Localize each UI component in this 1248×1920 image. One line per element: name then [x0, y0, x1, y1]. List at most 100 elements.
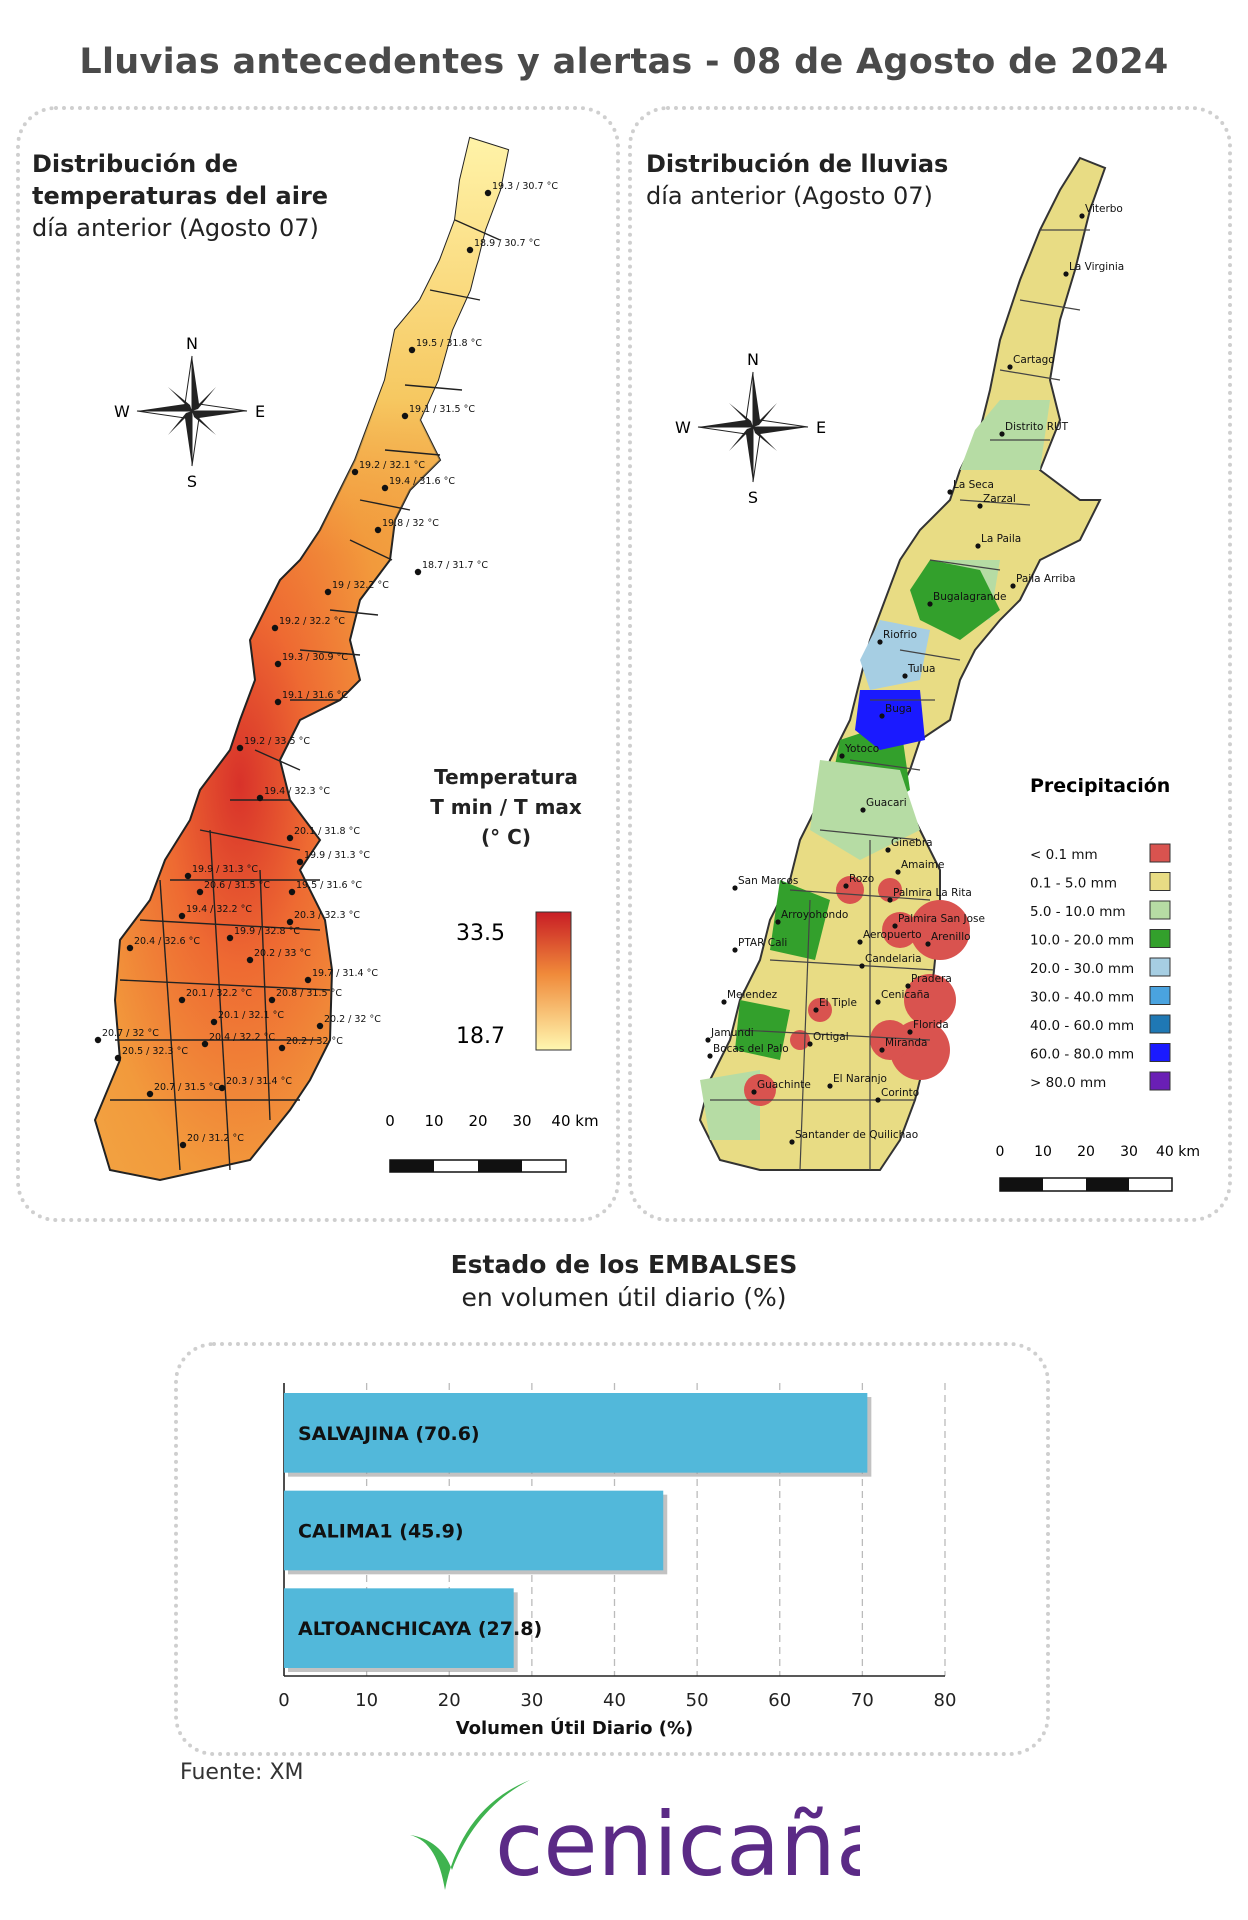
temperature-station-label: 19.9 / 31.3 °C	[304, 850, 370, 861]
rain-station-dot	[902, 673, 908, 679]
rain-station-label: San Marcos	[738, 875, 798, 887]
reservoir-chart-panel	[174, 1342, 1050, 1756]
temperature-station-label: 19.1 / 31.5 °C	[409, 404, 475, 415]
rain-station-label: Santander de Quilichao	[795, 1129, 918, 1141]
x-tick-label: 10	[355, 1690, 378, 1711]
temperature-legend-min: 18.7	[456, 1024, 505, 1049]
compass-s-label: S	[187, 472, 197, 491]
rain-station-label: La Paila	[981, 533, 1021, 545]
rain-station-label: Tulua	[907, 663, 935, 675]
rain-station-dot	[905, 983, 911, 989]
rain-station-label: Paila Arriba	[1016, 573, 1076, 585]
rain-legend-label: 10.0 - 20.0 mm	[1030, 933, 1134, 949]
rain-station-dot	[707, 1053, 713, 1059]
scale-tick-30: 30	[512, 1112, 531, 1130]
rain-legend-swatch	[1149, 929, 1171, 948]
temperature-station-label: 20.6 / 31.5 °C	[204, 880, 270, 891]
rain-legend-swatch	[1149, 900, 1171, 920]
rain-station-label: PTAR Cali	[738, 937, 787, 949]
temperature-station-label: 20 / 31.2 °C	[187, 1133, 244, 1144]
rain-legend-label: 20.0 - 30.0 mm	[1030, 961, 1134, 977]
rain-station-labels: Viterbo La Virginia Cartago Distrito RUT La …	[705, 203, 1124, 1145]
rain-station-dot	[1007, 364, 1013, 370]
temperature-station-dot	[256, 794, 264, 802]
cenicana-wordmark: cenicaña	[495, 1793, 860, 1896]
x-tick-label: 20	[438, 1690, 461, 1711]
temperature-station-label: 19.2 / 32.2 °C	[279, 616, 345, 627]
rain-map-title: Distribución de lluvias día anterior (Ag…	[646, 148, 948, 212]
x-tick-label: 60	[768, 1690, 791, 1711]
rain-station-dot	[1079, 213, 1085, 219]
temperature-station-label: 19.3 / 30.9 °C	[282, 652, 348, 663]
rain-subtitle: día anterior (Agosto 07)	[646, 182, 933, 210]
rain-station-dot	[775, 919, 781, 925]
rain-station-dot	[879, 1047, 885, 1053]
rain-station-dot	[721, 999, 727, 1005]
scale-bar-rain: 0 10 20 30 40 km	[996, 1144, 1200, 1192]
temperature-station-dot	[296, 858, 304, 866]
rain-station-dot	[875, 999, 881, 1005]
temperature-station-label: 20.1 / 32.1 °C	[218, 1010, 284, 1021]
rain-legend: < 0.1 mm 0.1 - 5.0 mm 5.0 - 10.0 mm 10.0 - …	[1030, 843, 1171, 1091]
temperature-station-label: 19.2 / 32.1 °C	[359, 460, 425, 471]
compass-w-label: W	[114, 402, 130, 421]
reservoir-bar-chart: 0 10 20 30 40 50 60 70 80 SALVAJINA (70.6) CALIMA1…	[278, 1383, 956, 1739]
x-tick-label: 50	[686, 1690, 709, 1711]
reservoir-bar	[284, 1490, 664, 1571]
temperature-station-label: 20.4 / 32.6 °C	[134, 936, 200, 947]
rain-legend-swatch	[1149, 1014, 1171, 1034]
temperature-station-label: 20.2 / 33 °C	[254, 948, 311, 959]
temperature-map: 19.3 / 30.7 °C 18.9 / 30.7 °C 19.5 / 31.8 …	[93, 136, 599, 1182]
rain-station-label: Yotoco	[844, 743, 879, 755]
temperature-station-label: 19.4 / 32.2 °C	[186, 904, 252, 915]
rain-zone-lines	[710, 229, 1090, 1171]
temperature-station-label: 19.1 / 31.6 °C	[282, 690, 348, 701]
scale-rain-tick-0: 0	[996, 1144, 1005, 1160]
temperature-station-dot	[271, 624, 279, 632]
rain-station-label: Ginebra	[891, 837, 933, 849]
rain-station-dot	[807, 1041, 813, 1047]
rain-station-label: Buga	[885, 703, 912, 715]
rain-legend-swatch	[1149, 957, 1171, 977]
temperature-station-dot	[466, 246, 474, 254]
reservoir-bar	[284, 1588, 514, 1668]
bar-label: SALVAJINA (70.6)	[298, 1423, 480, 1445]
temperature-station-dot	[184, 872, 192, 880]
rain-station-dot	[857, 939, 863, 945]
temperature-legend-title-3: (° C)	[481, 825, 531, 849]
temperature-legend-max: 33.5	[456, 921, 505, 946]
rain-zone-green-4	[735, 1000, 790, 1060]
temperature-station-label: 20.7 / 31.5 °C	[154, 1082, 220, 1093]
x-tick-label: 70	[851, 1690, 874, 1711]
rain-station-dot	[751, 1089, 757, 1095]
temperature-station-dot	[408, 346, 416, 354]
rain-station-label: La Seca	[953, 479, 994, 491]
temperature-station-label: 19.4 / 31.6 °C	[389, 476, 455, 487]
bar-label: ALTOANCHICAYA (27.8)	[298, 1618, 542, 1640]
temperature-north-cool-overlay	[95, 138, 508, 1180]
temperature-station-dot	[274, 698, 282, 706]
temperature-station-label: 19.9 / 32.8 °C	[234, 926, 300, 937]
temperature-station-label: 19.3 / 30.7 °C	[492, 181, 558, 192]
temperature-station-dot	[226, 934, 234, 942]
temperature-station-label: 19.2 / 33.5 °C	[244, 736, 310, 747]
rain-station-dot	[925, 941, 931, 947]
reservoir-chart-title: Estado de los EMBALSES en volumen útil d…	[0, 1248, 1248, 1314]
rain-title: Distribución de lluvias	[646, 150, 949, 178]
temperature-station-dot	[414, 568, 422, 576]
rain-dry-spots	[744, 876, 970, 1106]
temperature-station-label: 20.2 / 32 °C	[286, 1036, 343, 1047]
rain-station-label: Aeropuerto	[863, 929, 922, 941]
temperature-station-dot	[274, 660, 282, 668]
temperature-station-dot	[351, 468, 359, 476]
scale-tick-40: 40 km	[551, 1112, 598, 1130]
temperature-station-label: 19.8 / 32 °C	[382, 518, 439, 529]
rain-station-label: Bocas del Palo	[713, 1043, 789, 1055]
rain-station-label: Rozo	[849, 873, 874, 885]
rain-station-label: Florida	[913, 1019, 949, 1031]
rain-station-dot	[1063, 271, 1069, 277]
temperature-station-label: 19.4 / 32.3 °C	[264, 786, 330, 797]
temperature-station-dot	[246, 956, 254, 964]
rain-legend-swatch	[1149, 843, 1171, 863]
rain-station-dot	[879, 713, 885, 719]
